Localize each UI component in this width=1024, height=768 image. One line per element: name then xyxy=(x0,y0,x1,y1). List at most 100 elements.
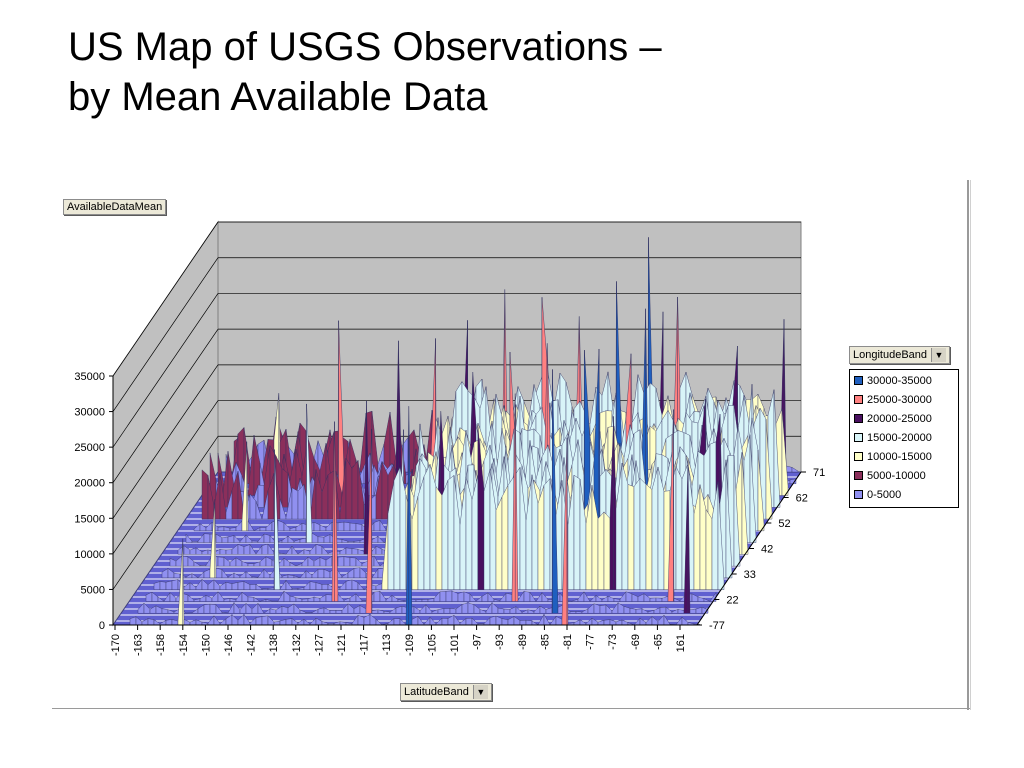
surface-segment xyxy=(765,419,773,520)
surface-segment xyxy=(317,536,325,543)
legend-label: 25000-30000 xyxy=(867,394,932,406)
legend-item: 10000-15000 xyxy=(854,450,932,464)
surface-segment xyxy=(635,608,643,614)
surface-segment xyxy=(437,608,445,614)
legend-item: 20000-25000 xyxy=(854,412,932,426)
x-tick-label: -77 xyxy=(585,634,597,650)
surface-segment xyxy=(597,511,605,590)
surface-segment xyxy=(429,464,437,590)
surface-segment xyxy=(343,521,351,532)
chevron-down-icon[interactable]: ▼ xyxy=(931,348,947,362)
surface-segment xyxy=(633,477,641,590)
surface-segment xyxy=(725,459,733,579)
slide-title-line-2: by Mean Available Data xyxy=(68,75,488,119)
surface-segment xyxy=(337,521,345,532)
surface-segment xyxy=(325,594,333,602)
surface-segment xyxy=(639,477,647,590)
x-tick-label: -163 xyxy=(133,634,145,656)
surface-segment xyxy=(757,449,765,532)
legend-swatch xyxy=(854,470,863,480)
gridline-left xyxy=(112,221,219,377)
surface-segment xyxy=(689,608,697,614)
series-field-button[interactable]: LongitudeBand ▼ xyxy=(849,346,951,364)
chart-depth-axis: -77 22 33 42 52 62 71 xyxy=(696,467,825,632)
legend-item: 5000-10000 xyxy=(854,469,926,483)
chevron-down-icon[interactable]: ▼ xyxy=(472,685,488,699)
surface-segment xyxy=(519,619,527,626)
legend-label: 0-5000 xyxy=(867,489,902,501)
category-field-button[interactable]: LatitudeBand ▼ xyxy=(400,683,492,701)
surface-segment xyxy=(717,481,725,590)
legend-swatch xyxy=(854,375,863,385)
legend-item: 0-5000 xyxy=(854,488,901,502)
legend-swatch xyxy=(854,451,863,461)
surface-segment xyxy=(435,485,443,590)
surface-segment xyxy=(353,567,361,579)
surface-segment xyxy=(441,480,449,590)
legend-label: 10000-15000 xyxy=(867,451,932,463)
surface-segment xyxy=(773,389,781,508)
surface-segment xyxy=(227,535,235,543)
surface-segment xyxy=(543,477,551,590)
y-tick-label: 20000 xyxy=(74,478,105,490)
surface-segment xyxy=(285,618,293,626)
surface-segment xyxy=(255,616,263,626)
data-field-label: AvailableDataMean xyxy=(67,201,163,213)
surface-segment xyxy=(337,556,345,567)
x-tick-label: -85 xyxy=(539,634,551,650)
surface-segment xyxy=(465,617,473,626)
y-tick-label: 35000 xyxy=(74,371,105,383)
x-tick-label: -105 xyxy=(426,634,438,656)
surface-segment xyxy=(349,522,357,532)
chart-surface xyxy=(129,237,799,626)
legend-item: 15000-20000 xyxy=(854,431,932,445)
surface-segment xyxy=(443,608,451,614)
x-tick-label: -132 xyxy=(291,634,303,656)
surface-segment xyxy=(645,483,653,590)
x-tick-label: -65 xyxy=(652,634,664,650)
surface-segment xyxy=(627,484,635,590)
surface-segment xyxy=(447,474,455,590)
x-tick-label: -158 xyxy=(155,634,167,656)
surface-segment xyxy=(505,593,513,602)
category-field-label: LatitudeBand xyxy=(404,685,469,698)
surface-segment xyxy=(501,485,509,590)
surface-segment xyxy=(415,599,423,602)
gridline-left xyxy=(112,364,219,519)
x-tick-label: 161 xyxy=(675,634,687,652)
surface-segment xyxy=(351,459,359,520)
surface-segment xyxy=(675,466,683,590)
surface-segment xyxy=(355,523,363,532)
surface-segment xyxy=(373,590,381,602)
surface-segment xyxy=(317,569,325,579)
surface-segment xyxy=(523,590,531,602)
surface-segment xyxy=(603,511,611,590)
surface-segment xyxy=(461,602,469,614)
surface-segment xyxy=(439,591,447,602)
surface-segment xyxy=(209,603,217,614)
y-tick-label: 5000 xyxy=(81,584,105,596)
surface-segment xyxy=(497,607,505,614)
surface-segment xyxy=(305,612,313,614)
surface-segment xyxy=(345,579,353,590)
surface-segment xyxy=(525,619,533,626)
surface-segment xyxy=(749,434,757,543)
x-tick-label: -93 xyxy=(494,634,506,650)
surface-segment xyxy=(599,604,607,614)
surface-segment xyxy=(221,536,229,543)
surface-segment xyxy=(347,541,355,543)
surface-segment xyxy=(309,581,317,590)
data-field-button[interactable]: AvailableDataMean xyxy=(63,199,167,215)
x-tick-label: -117 xyxy=(359,634,371,655)
surface-segment xyxy=(651,466,659,590)
surface-segment xyxy=(251,540,259,543)
surface-segment xyxy=(421,599,429,602)
depth-tick-label: 33 xyxy=(744,569,756,581)
surface-segment xyxy=(231,582,239,590)
legend-label: 15000-20000 xyxy=(867,432,932,444)
surface-segment xyxy=(741,452,749,555)
x-tick-label: -101 xyxy=(449,634,461,656)
surface-segment xyxy=(301,598,309,602)
surface-segment xyxy=(261,615,269,626)
